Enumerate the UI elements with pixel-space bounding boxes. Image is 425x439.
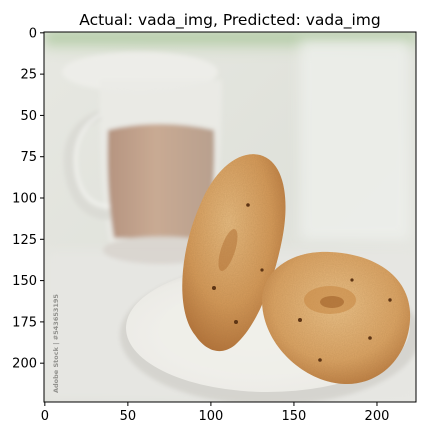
chart-title: Actual: vada_img, Predicted: vada_img [79,11,380,30]
y-tick-label: 150 [12,274,37,289]
photo-window-light [300,40,410,240]
y-tick-label: 50 [20,109,37,124]
photo-image: Adobe Stock | #543653195 [44,32,416,402]
y-tick-label: 25 [20,68,37,83]
y-tick-label: 0 [29,26,37,41]
x-tick-label: 150 [282,409,307,424]
x-axis-ticks: 0 50 100 150 200 [41,402,390,424]
x-tick-label: 200 [365,409,390,424]
x-tick-label: 0 [41,409,49,424]
axes-frame [43,31,417,403]
y-axis-ticks: 0 25 50 75 100 125 150 175 200 [12,26,44,372]
x-tick-label: 100 [198,409,223,424]
y-tick-label: 100 [12,192,37,207]
photo-tea-glass [62,52,222,264]
y-tick-label: 75 [20,150,37,165]
photo-vada-left [182,154,286,352]
y-tick-label: 175 [12,315,37,330]
x-tick-label: 50 [120,409,137,424]
y-tick-label: 125 [12,233,37,248]
y-tick-label: 200 [12,357,37,372]
photo-vada-right [262,251,411,385]
watermark-text: Adobe Stock | #543653195 [52,294,61,393]
